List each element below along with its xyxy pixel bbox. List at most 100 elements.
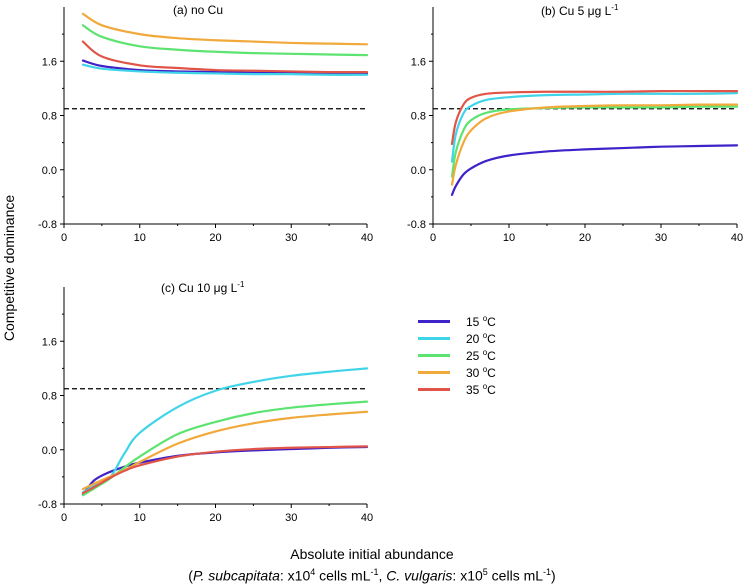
legend-swatch-15 [418, 320, 450, 323]
y-tick-label: 1.6 [411, 56, 426, 68]
panel-b: -0.8 0.0 0.8 1.6 0 10 20 30 40 [407, 7, 743, 244]
y-tick-label: 0.0 [42, 165, 57, 177]
legend-label-20-num: 20 [466, 332, 483, 346]
y-tick-label: -0.8 [38, 219, 57, 231]
legend-label-15: 15 oC [466, 314, 496, 329]
x-label-species2: C. vulgaris [386, 567, 453, 584]
legend-label-20-unit: C [487, 332, 496, 346]
x-axis-label-line1: Absolute initial abundance [290, 546, 454, 562]
legend-label-25-unit: C [487, 349, 496, 363]
x-tick-label: 20 [579, 232, 591, 244]
panel-a-title-text: (a) no Cu [173, 3, 224, 17]
x-label-close: ) [551, 567, 556, 584]
y-tick-label: 0.8 [411, 111, 426, 123]
x-tick-label: 40 [361, 512, 373, 524]
series-line-15c [81, 59, 369, 75]
legend-label-20-deg: o [482, 331, 488, 340]
y-tick-label: 0.0 [411, 165, 426, 177]
panel-b-title: (b) Cu 5 μg L-1 [541, 3, 618, 18]
y-tick-label: 1.6 [42, 56, 57, 68]
legend-label-15-num: 15 [466, 315, 483, 329]
y-tick-label: -0.8 [407, 219, 426, 231]
panel-a-title: (a) no Cu [173, 3, 223, 17]
legend-label-20: 20 oC [466, 331, 496, 346]
y-tick-label: 0.8 [42, 391, 57, 403]
y-tick-label: 0.0 [42, 445, 57, 457]
panel-c: -0.8 0.0 0.8 1.6 0 10 20 30 40 [38, 287, 373, 524]
legend-label-25-deg: o [482, 348, 488, 357]
x-tick-label: 30 [285, 512, 297, 524]
legend-label-35-deg: o [482, 382, 488, 391]
legend-label-35-unit: C [487, 383, 496, 397]
panel-c-title-sup: -1 [237, 280, 245, 289]
legend-label-25: 25 oC [466, 348, 496, 363]
legend-item-15: 15 oC [418, 313, 496, 330]
x-tick-label: 30 [285, 232, 297, 244]
panel-c-title-text: (c) Cu 10 μg L [161, 281, 238, 295]
series-line-15c [450, 144, 739, 196]
legend-label-15-unit: C [487, 315, 496, 329]
x-axis-label: Absolute initial abundance (P. subcapita… [0, 545, 744, 585]
series-line-25c [450, 105, 739, 178]
legend-label-30-deg: o [482, 365, 488, 374]
y-tick-label: -0.8 [38, 499, 57, 511]
x-tick-label: 20 [209, 512, 221, 524]
x-label-species1: P. subcapitata [192, 567, 280, 584]
panel-a: -0.8 0.0 0.8 1.6 0 10 20 30 40 [38, 7, 373, 244]
x-tick-label: 0 [61, 232, 67, 244]
legend-label-35-num: 35 [466, 383, 483, 397]
legend-label-35: 35 oC [466, 382, 496, 397]
x-label-species1-unit: : x10 [279, 567, 311, 584]
series-line-25c [81, 24, 369, 57]
legend-label-25-num: 25 [466, 349, 483, 363]
panel-c-title: (c) Cu 10 μg L-1 [161, 280, 244, 295]
legend-item-30: 30 oC [418, 364, 496, 381]
x-label-species2-unit2: cells mL [487, 567, 544, 584]
y-tick-label: 0.8 [42, 111, 57, 123]
series-line-30c [450, 103, 739, 186]
legend-label-30-unit: C [487, 366, 496, 380]
series-line-30c [81, 410, 369, 491]
x-label-species2-exp: 5 [482, 567, 488, 577]
legend-item-20: 20 oC [418, 330, 496, 347]
x-tick-label: 0 [430, 232, 436, 244]
x-label-species1-exp: 4 [310, 567, 316, 577]
legend-label-30-num: 30 [466, 366, 483, 380]
x-label-open: ( [188, 567, 193, 584]
x-tick-label: 0 [61, 512, 67, 524]
x-tick-label: 40 [731, 232, 743, 244]
series-line-35c [81, 445, 369, 495]
x-tick-label: 40 [361, 232, 373, 244]
legend: 15 oC 20 oC 25 oC 30 oC 35 oC [418, 313, 496, 398]
legend-swatch-35 [418, 388, 450, 391]
x-label-sep: , [378, 567, 387, 584]
x-label-species2-unit: : x10 [452, 567, 483, 584]
x-tick-label: 10 [134, 512, 146, 524]
x-tick-label: 10 [134, 232, 146, 244]
x-tick-label: 10 [503, 232, 515, 244]
x-label-species2-unit2-exp: -1 [543, 567, 552, 577]
legend-swatch-25 [418, 354, 450, 357]
legend-swatch-30 [418, 371, 450, 374]
x-tick-label: 20 [209, 232, 221, 244]
y-tick-label: 1.6 [42, 336, 57, 348]
series-line-20c [81, 367, 369, 494]
x-label-species1-unit2: cells mL [315, 567, 371, 584]
series-line-20c [450, 92, 739, 163]
series-line-35c [450, 89, 739, 146]
legend-item-25: 25 oC [418, 347, 496, 364]
legend-swatch-20 [418, 337, 450, 340]
series-line-20c [81, 63, 369, 76]
y-axis-label: Competitive dominance [1, 195, 17, 342]
panel-b-title-text: (b) Cu 5 μg L [541, 4, 612, 18]
series-line-30c [81, 12, 369, 46]
x-label-species1-unit2-exp: -1 [370, 567, 379, 577]
legend-label-15-deg: o [482, 314, 488, 323]
legend-item-35: 35 oC [418, 381, 496, 398]
series-line-35c [81, 40, 369, 74]
panel-b-title-sup: -1 [611, 3, 619, 12]
x-tick-label: 30 [655, 232, 667, 244]
legend-label-30: 30 oC [466, 365, 496, 380]
x-axis-label-line2: (P. subcapitata: x104 cells mL-1, C. vul… [0, 563, 744, 585]
